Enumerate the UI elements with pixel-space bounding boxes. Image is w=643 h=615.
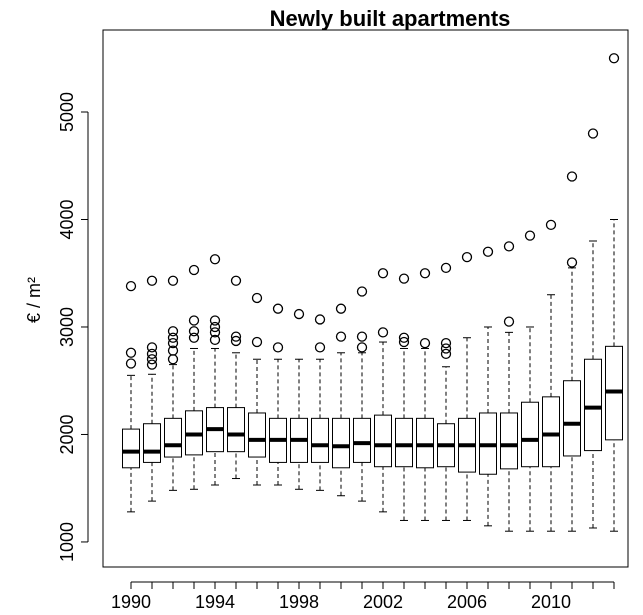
box	[395, 417, 413, 468]
outlier	[335, 303, 347, 314]
x-tick-label: 2010	[531, 592, 571, 612]
outlier	[587, 128, 599, 139]
outlier	[209, 334, 221, 346]
outlier	[125, 347, 137, 358]
outlier	[314, 314, 326, 325]
y-tick-label: 3000	[57, 307, 77, 347]
outlier	[461, 251, 473, 263]
box	[542, 396, 560, 468]
box	[584, 358, 602, 452]
outlier	[251, 292, 263, 304]
outlier	[440, 262, 452, 274]
box	[143, 423, 161, 463]
box	[521, 401, 539, 468]
outlier	[377, 327, 389, 338]
outlier	[209, 315, 221, 326]
outlier	[272, 342, 284, 353]
outlier	[398, 332, 410, 343]
x-tick-label: 2006	[447, 592, 487, 612]
outlier	[167, 354, 179, 365]
box	[248, 412, 266, 458]
outlier	[167, 345, 179, 356]
outlier	[188, 315, 200, 326]
outlier	[125, 358, 137, 369]
x-tick-label: 1998	[279, 592, 319, 612]
outlier	[146, 348, 158, 360]
outlier	[146, 359, 158, 370]
x-tick-label: 1994	[195, 592, 235, 612]
outlier	[167, 337, 179, 349]
outlier	[314, 342, 326, 353]
y-tick-label: 4000	[57, 199, 77, 239]
outlier	[230, 335, 242, 347]
outlier	[566, 171, 578, 182]
outlier	[209, 327, 221, 338]
box	[500, 412, 518, 470]
outlier	[356, 286, 368, 297]
outlier	[188, 332, 200, 343]
outlier	[146, 354, 158, 365]
outlier	[356, 342, 368, 353]
box	[332, 417, 350, 469]
outlier	[188, 264, 200, 276]
outlier	[503, 241, 515, 252]
outlier	[503, 316, 515, 327]
outlier	[545, 219, 557, 231]
outlier	[440, 348, 452, 360]
outlier	[209, 321, 221, 333]
box	[353, 417, 371, 463]
box	[374, 414, 392, 468]
y-tick-label: 5000	[57, 92, 77, 132]
outlier	[398, 273, 410, 284]
outlier	[167, 326, 179, 337]
plot-frame	[102, 29, 629, 568]
outlier	[230, 331, 242, 342]
outlier	[524, 230, 536, 241]
box	[563, 380, 581, 457]
outlier	[608, 53, 620, 64]
outlier	[440, 343, 452, 354]
outlier	[251, 336, 263, 348]
x-tick-label: 2002	[363, 592, 403, 612]
outlier	[482, 246, 494, 257]
outlier	[167, 332, 179, 343]
outlier	[440, 337, 452, 349]
outlier	[356, 331, 368, 342]
box	[227, 407, 245, 453]
outlier	[188, 326, 200, 337]
y-axis-label: € / m²	[24, 277, 44, 323]
outlier	[398, 336, 410, 348]
outlier	[419, 268, 431, 279]
outlier	[566, 257, 578, 268]
outlier	[335, 331, 347, 342]
outlier	[419, 337, 431, 349]
outlier	[167, 275, 179, 286]
box	[122, 428, 140, 469]
outlier	[146, 342, 158, 353]
outlier	[125, 280, 137, 292]
y-tick-label: 2000	[57, 414, 77, 454]
chart-title: Newly built apartments	[270, 6, 511, 31]
outlier	[209, 254, 221, 265]
outlier	[293, 308, 305, 320]
outlier	[230, 275, 242, 286]
y-tick-label: 1000	[57, 522, 77, 562]
box	[416, 417, 434, 469]
x-tick-label: 1990	[111, 592, 151, 612]
outlier	[146, 275, 158, 286]
outlier	[272, 303, 284, 314]
box	[311, 417, 329, 463]
box	[164, 417, 182, 458]
outlier	[377, 268, 389, 279]
